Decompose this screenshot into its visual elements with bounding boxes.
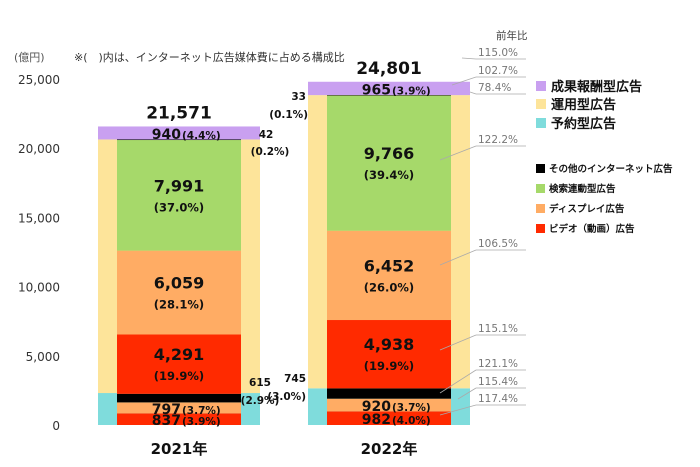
legend-swatch (536, 184, 545, 193)
data-label-value: 6,452 (364, 256, 415, 275)
side-label-value: 615 (249, 377, 271, 389)
legend-swatch (536, 99, 546, 109)
chart-note: ※( )内は、インターネット広告媒体費に占める構成比 (74, 50, 345, 64)
category-label: 2022年 (361, 440, 418, 458)
bar-total-label: 24,801 (356, 59, 422, 79)
inner-bar-segment (327, 320, 451, 389)
inner-bar-segment (117, 140, 241, 251)
legend-label: 運用型広告 (551, 97, 616, 113)
inner-bar-segment (327, 398, 451, 412)
data-label-value: 837 (152, 413, 181, 429)
data-label-value: 4,291 (154, 345, 205, 364)
y-tick-label: 0 (52, 419, 60, 433)
data-label-value: 982 (362, 412, 391, 428)
data-label-value: 797 (152, 402, 181, 418)
side-label-percent: (3.0%) (267, 391, 306, 403)
legend-swatch (536, 224, 545, 233)
yoy-leader-line (457, 387, 477, 400)
yoy-leader-line (461, 57, 477, 60)
data-label-value: 940 (152, 127, 181, 143)
yoy-label: 117.4% (478, 393, 518, 405)
side-label-percent: (2.9%) (241, 395, 280, 407)
inner-bar-segment (117, 139, 241, 141)
yoy-label: 122.2% (478, 134, 518, 146)
inner-bar-segment (117, 334, 241, 394)
legend-swatch (536, 164, 545, 173)
legend-label: 検索連動型広告 (549, 183, 616, 195)
data-label-percent: (3.9%) (392, 85, 431, 97)
legend-label: ビデオ（動画）広告 (549, 223, 635, 235)
side-label-percent: (0.1%) (269, 109, 308, 121)
side-label-value: 33 (291, 91, 306, 103)
data-label-value: 920 (362, 399, 391, 415)
legend-swatch (536, 204, 545, 213)
data-label-value: 6,059 (154, 274, 205, 293)
legend-swatch (536, 81, 546, 91)
data-label-value: 4,938 (364, 335, 415, 354)
side-label-value: 42 (259, 129, 274, 141)
outer-bar-segment (98, 126, 260, 140)
data-label-percent: (3.7%) (182, 405, 221, 417)
yoy-leader-line (439, 249, 477, 266)
yoy-label: 115.4% (478, 376, 518, 388)
yoy-leader-line (439, 145, 477, 161)
yoy-label: 78.4% (478, 82, 511, 94)
side-label-percent: (0.2%) (251, 146, 290, 158)
yoy-label: 121.1% (478, 358, 518, 370)
legend-swatch (536, 118, 546, 128)
inner-bar-segment (117, 250, 241, 335)
legend-label: その他のインターネット広告 (549, 163, 673, 175)
yoy-leader-line (439, 404, 477, 416)
yoy-leader-line (469, 91, 477, 95)
legend-label: 予約型広告 (551, 116, 616, 132)
legend-label: 成果報酬型広告 (551, 79, 642, 95)
yoy-label: 115.0% (478, 47, 518, 59)
inner-bar-segment (327, 388, 451, 399)
bar-total-label: 21,571 (146, 103, 212, 123)
data-label-percent: (19.9%) (154, 369, 204, 383)
data-label-percent: (3.7%) (392, 402, 431, 414)
data-label-percent: (4.0%) (392, 415, 431, 427)
yoy-leader-line (451, 76, 477, 86)
yoy-header: 前年比 (496, 29, 528, 42)
inner-bar-segment (117, 393, 241, 403)
yoy-label: 106.5% (478, 238, 518, 250)
data-label-percent: (3.9%) (182, 416, 221, 428)
legend-label: ディスプレイ広告 (549, 203, 625, 215)
data-label-percent: (39.4%) (364, 168, 414, 182)
side-label-value: 745 (284, 373, 306, 385)
category-label: 2021年 (151, 440, 208, 458)
inner-bar-segment (327, 230, 451, 321)
y-tick-label: 5,000 (26, 350, 60, 364)
y-tick-label: 10,000 (18, 281, 60, 295)
inner-bar-segment (117, 413, 241, 425)
y-axis-unit: (億円) (14, 51, 45, 64)
data-label-percent: (19.9%) (364, 359, 414, 373)
outer-bar-segment (308, 81, 470, 96)
yoy-label: 115.1% (478, 323, 518, 335)
data-label-value: 7,991 (154, 176, 205, 195)
y-tick-label: 15,000 (18, 211, 60, 225)
data-label-percent: (28.1%) (154, 298, 204, 312)
y-tick-label: 20,000 (18, 142, 60, 156)
inner-bar-segment (327, 411, 451, 425)
y-tick-label: 25,000 (18, 73, 60, 87)
inner-bar-segment (327, 95, 451, 231)
data-label-value: 965 (362, 82, 391, 98)
data-label-percent: (26.0%) (364, 280, 414, 294)
yoy-label: 102.7% (478, 65, 518, 77)
yoy-leader-line (439, 369, 477, 394)
data-label-percent: (4.4%) (182, 130, 221, 142)
yoy-leader-line (439, 334, 477, 351)
data-label-percent: (37.0%) (154, 200, 204, 214)
data-label-value: 9,766 (364, 144, 415, 163)
inner-bar-segment (117, 402, 241, 414)
